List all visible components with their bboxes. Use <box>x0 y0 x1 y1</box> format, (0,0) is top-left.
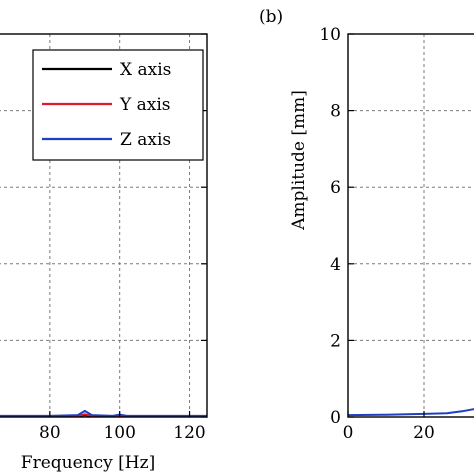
x-tick-label: 0 <box>343 423 354 443</box>
y-tick-label: 6 <box>330 178 341 198</box>
grid-a <box>0 34 207 417</box>
legend-entry: Z axis <box>120 130 171 150</box>
x-tick-label: 120 <box>173 423 205 443</box>
legend-entry: Y axis <box>119 95 171 115</box>
panel-label-b: (b) <box>259 7 283 27</box>
series-group-b <box>347 408 474 417</box>
plot-frame-b <box>347 33 474 418</box>
y-tick-label: 10 <box>319 25 341 45</box>
ticks-b: 0 20 0 2 4 6 8 10 <box>319 25 435 443</box>
series-group-a <box>0 409 207 418</box>
y-tick-label: 4 <box>330 255 341 275</box>
legend-entry: X axis <box>120 60 171 80</box>
x-tick-label: 100 <box>103 423 135 443</box>
y-tick-label: 2 <box>330 331 341 351</box>
series-line <box>347 408 474 417</box>
plot-frame-a <box>0 33 208 418</box>
ticks-a: 80 100 120 <box>39 33 207 443</box>
panel-a: 80 100 120 Frequency [Hz] X axis Y axis Z ax… <box>0 33 208 473</box>
x-tick-label: 20 <box>413 423 435 443</box>
panel-b: (b) 0 20 0 2 4 6 8 10 Amplitude [mm] <box>259 7 474 443</box>
y-tick-label: 8 <box>330 102 341 122</box>
x-axis-label-a: Frequency [Hz] <box>21 453 155 473</box>
y-tick-label: 0 <box>330 408 341 428</box>
legend-items: X axis Y axis Z axis <box>42 60 171 150</box>
series-line <box>0 409 207 417</box>
x-tick-label: 80 <box>39 423 61 443</box>
legend: X axis Y axis Z axis <box>32 49 204 161</box>
grid-b <box>348 34 474 417</box>
y-axis-label-b: Amplitude [mm] <box>289 90 309 231</box>
